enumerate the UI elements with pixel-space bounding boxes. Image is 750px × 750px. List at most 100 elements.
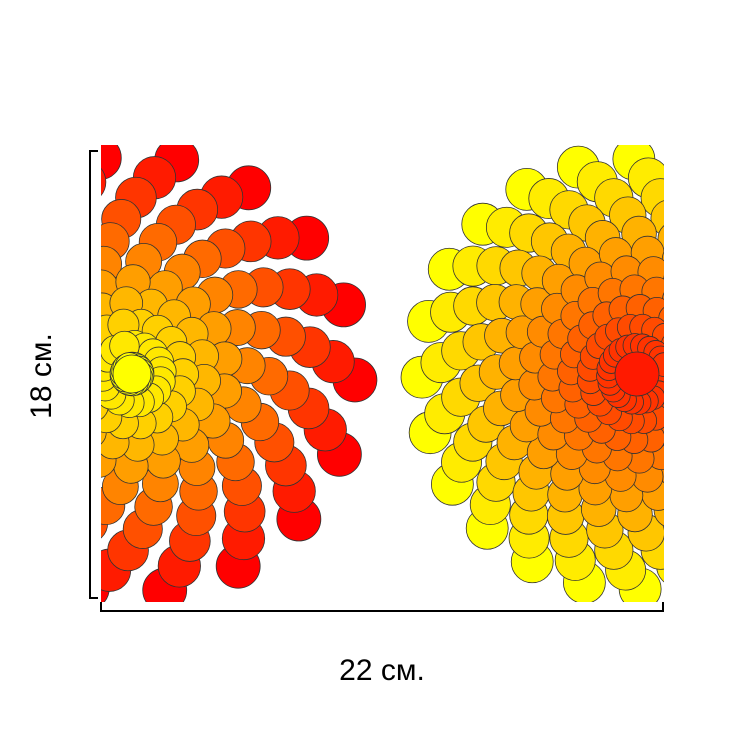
right-sunburst-circle (705, 379, 734, 408)
left-sunburst-center-circle (112, 354, 152, 394)
left-sunburst-circle (69, 341, 100, 372)
left-sunburst-circle (0, 441, 20, 480)
right-sunburst-circle (720, 259, 750, 294)
right-sunburst-circle (716, 401, 747, 432)
right-sunburst-circle (724, 237, 750, 274)
right-sunburst-circle (720, 427, 750, 460)
height-dimension-label: 18 см. (25, 333, 58, 419)
width-dimension-bracket (100, 602, 664, 612)
right-sunburst-circle (675, 560, 717, 602)
right-sunburst-circle (680, 298, 709, 327)
left-sunburst-circle (54, 427, 88, 461)
right-sunburst-circle (668, 342, 694, 368)
left-sunburst-circle (49, 262, 85, 298)
right-sunburst-circle (723, 375, 750, 406)
left-sunburst-circle (0, 486, 34, 527)
right-sunburst-circle (671, 367, 697, 393)
right-sunburst-circle (692, 236, 727, 271)
right-sunburst-circle (682, 442, 713, 473)
left-sunburst-circle (48, 212, 87, 251)
right-sunburst-circle (690, 258, 723, 291)
right-sunburst-circle (697, 399, 726, 428)
right-sunburst-circle (661, 394, 664, 410)
right-sunburst-circle (687, 278, 718, 309)
right-sunburst-circle (718, 322, 749, 353)
right-sunburst-circle (661, 251, 664, 268)
right-sunburst-circle (731, 306, 750, 339)
right-sunburst-circle (686, 191, 724, 229)
right-sunburst-circle (741, 336, 750, 369)
left-sunburst-circle (56, 398, 89, 431)
right-sunburst-circle (726, 214, 750, 252)
right-sunburst-circle (721, 165, 750, 207)
left-circle-sunburst (0, 145, 378, 602)
left-sunburst-circle (7, 440, 45, 478)
right-sunburst-circle (703, 335, 732, 364)
right-sunburst-circle (660, 336, 664, 354)
right-sunburst-circle (742, 288, 750, 323)
left-sunburst-circle (47, 238, 85, 276)
right-sunburst-circle (667, 431, 696, 460)
left-sunburst-circle (0, 399, 21, 437)
left-sunburst-circle (64, 458, 100, 494)
right-sunburst-circle (726, 538, 750, 580)
right-sunburst-center-circle (614, 351, 660, 397)
left-sunburst-circle (65, 358, 96, 389)
height-dimension-bracket (89, 150, 98, 599)
left-sunburst-circle (21, 530, 63, 572)
left-sunburst-circle (0, 307, 23, 345)
right-circle-sunburst (400, 145, 750, 602)
right-sunburst-circle (694, 315, 723, 344)
right-sunburst-circle (686, 519, 724, 557)
right-sunburst-circle (672, 316, 699, 343)
right-sunburst-circle (682, 330, 709, 357)
right-sunburst-circle (671, 354, 697, 380)
right-sunburst-circle (718, 457, 750, 492)
right-sunburst-circle (684, 417, 713, 446)
left-sunburst-circle (0, 538, 37, 582)
left-sunburst-circle (68, 375, 99, 406)
right-sunburst-circle (742, 368, 750, 401)
right-sunburst-circle (725, 190, 750, 230)
right-sunburst-circle (726, 496, 750, 534)
right-sunburst-circle (662, 292, 664, 307)
left-sunburst-circle (19, 480, 58, 519)
left-sunburst-circle (54, 187, 95, 228)
left-sunburst-circle (0, 216, 40, 257)
right-sunburst-circle (699, 451, 732, 484)
right-sunburst-circle (668, 409, 695, 436)
left-sunburst-circle (0, 353, 14, 391)
left-sunburst-circle (46, 518, 87, 559)
width-dimension-label: 22 см. (339, 654, 425, 687)
right-sunburst-circle (663, 275, 664, 285)
right-sunburst-circle (738, 461, 750, 498)
left-sunburst-circle (65, 307, 98, 340)
left-sunburst-circle (55, 286, 89, 320)
right-sunburst-circle (688, 346, 715, 373)
artwork-area (0, 145, 750, 602)
right-sunburst-circle (679, 396, 706, 423)
right-sunburst-circle (688, 479, 723, 514)
left-sunburst-circle (101, 145, 122, 181)
left-sunburst-circle (0, 489, 7, 531)
right-sunburst-circle (690, 214, 727, 251)
right-sunburst-circle (686, 380, 713, 407)
right-sunburst-circle (669, 507, 706, 544)
left-sunburst-circle (2, 242, 41, 281)
right-sunburst-circle (707, 357, 736, 386)
right-sunburst-circle (705, 298, 736, 329)
left-sunburst-circle (4, 160, 48, 204)
right-sunburst-circle (689, 363, 716, 390)
right-sunburst-circle (672, 468, 705, 501)
left-sunburst-circle (20, 290, 56, 326)
right-sunburst-circle (724, 348, 750, 379)
left-sunburst-circle (101, 167, 107, 197)
left-sunburst-circle (0, 188, 42, 230)
right-sunburst-circle (714, 279, 747, 312)
right-sunburst-circle (668, 379, 694, 405)
right-sunburst-circle (679, 168, 719, 208)
right-sunburst-circle (705, 529, 745, 569)
left-sunburst-circle (31, 435, 67, 471)
left-sunburst-circle (10, 267, 48, 305)
